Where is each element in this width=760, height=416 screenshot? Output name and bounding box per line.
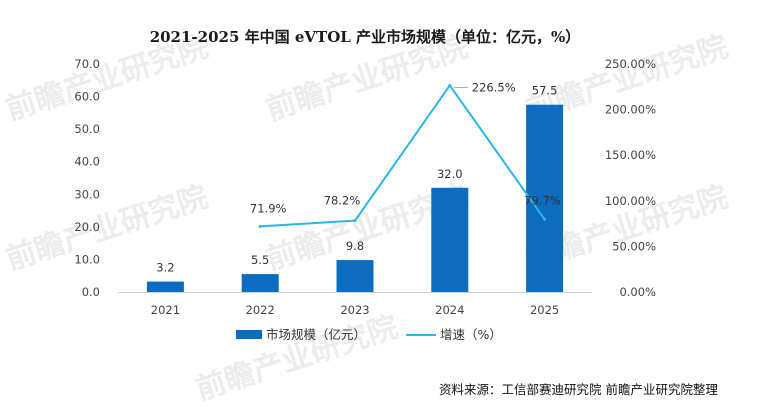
bar: [241, 274, 279, 292]
bar-series: 3.2 5.5 9.8 32.0 57.5: [146, 84, 564, 292]
right-tick-label: 50.00%: [612, 239, 656, 253]
watermark-text: 前瞻产业研究院: [192, 309, 403, 407]
line-series: 71.9% 78.2% 226.5% 79.7%: [250, 80, 561, 228]
chart-title: 2021-2025 年中国 eVTOL 产业市场规模（单位：亿元，%）: [150, 28, 581, 46]
right-tick-label: 150.00%: [605, 148, 656, 162]
growth-line: [260, 84, 546, 228]
source-note: 资料来源：工信部赛迪研究院 前瞻产业研究院整理: [439, 382, 718, 397]
growth-point: [543, 217, 547, 221]
growth-point: [448, 83, 452, 87]
legend-bar-swatch: [236, 330, 262, 339]
x-axis: 2021 2022 2023 2024 2025: [118, 292, 592, 317]
bar-value-label: 32.0: [437, 167, 463, 181]
x-tick-label: 2023: [340, 303, 369, 317]
left-tick-label: 60.0: [74, 90, 100, 104]
left-y-axis: 0.0 10.0 20.0 30.0 40.0 50.0 60.0 70.0: [74, 57, 100, 299]
bar-value-label: 9.8: [346, 239, 364, 253]
bar-value-label: 3.2: [156, 261, 174, 275]
legend-bar-label: 市场规模（亿元）: [266, 327, 366, 342]
left-tick-label: 10.0: [74, 252, 100, 266]
x-tick-label: 2025: [530, 303, 559, 317]
right-tick-label: 200.00%: [605, 103, 656, 117]
right-tick-label: 0.00%: [619, 285, 656, 299]
legend: 市场规模（亿元） 增速（%）: [236, 327, 502, 342]
bar-value-label: 5.5: [251, 253, 269, 267]
left-tick-label: 70.0: [74, 57, 100, 71]
growth-point: [258, 224, 262, 228]
right-tick-label: 100.00%: [605, 194, 656, 208]
bar: [526, 104, 564, 292]
bar: [336, 260, 374, 292]
growth-value-label: 78.2%: [324, 194, 361, 208]
x-tick-label: 2024: [435, 303, 464, 317]
x-tick-label: 2021: [151, 303, 180, 317]
left-tick-label: 30.0: [74, 187, 100, 201]
x-tick-label: 2022: [246, 303, 275, 317]
right-y-axis: 0.00% 50.00% 100.00% 150.00% 200.00% 250.00%: [605, 57, 656, 299]
bar-value-label: 57.5: [532, 84, 558, 98]
legend-line-label: 增速（%）: [440, 327, 502, 342]
growth-value-label: 226.5%: [472, 80, 516, 94]
left-tick-label: 40.0: [74, 155, 100, 169]
growth-value-label: 79.7%: [524, 193, 561, 207]
growth-point: [353, 219, 357, 223]
growth-value-label: 71.9%: [250, 201, 287, 215]
bar: [431, 187, 469, 292]
right-tick-label: 250.00%: [605, 57, 656, 71]
left-tick-label: 0.0: [82, 285, 100, 299]
watermark-text: 前瞻产业研究院: [2, 179, 213, 277]
left-tick-label: 50.0: [74, 122, 100, 136]
bar: [146, 281, 184, 292]
left-tick-label: 20.0: [74, 220, 100, 234]
